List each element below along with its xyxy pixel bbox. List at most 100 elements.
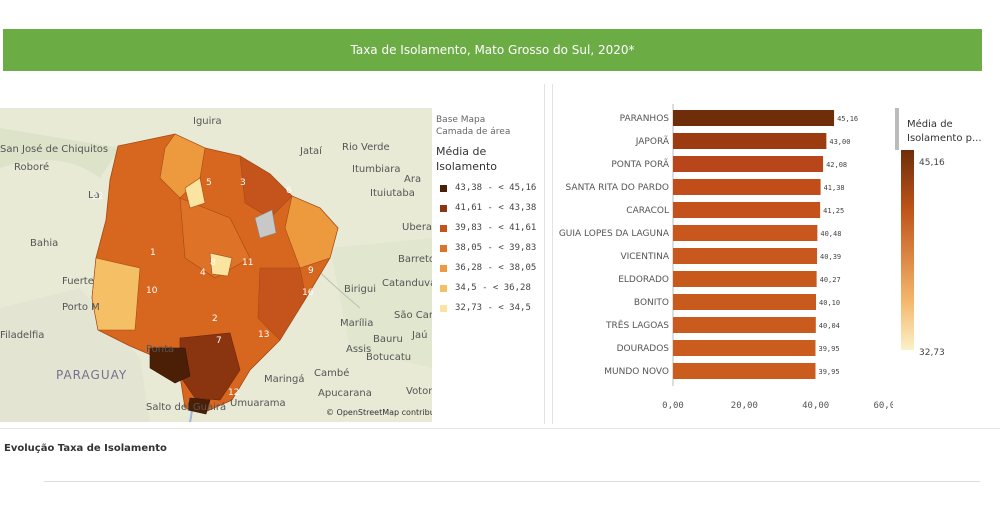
x-tick-label: 40,00 <box>802 401 829 411</box>
map-place-label: Ara <box>404 174 422 185</box>
bar[interactable] <box>673 294 817 310</box>
map-region-label: 9 <box>308 266 314 276</box>
map-place-label: São Carl <box>394 310 432 321</box>
category-label: PARANHOS <box>620 114 670 124</box>
map-place-label: Jaú <box>412 330 428 341</box>
map-place-label: Barretos <box>398 254 432 265</box>
map-place-label: Iguira <box>193 116 222 127</box>
map-place-label: Roboré <box>14 162 50 173</box>
legend-scrollbar[interactable] <box>895 108 899 150</box>
map-region-label: 10 <box>146 286 158 296</box>
region-northeast <box>239 155 293 219</box>
map-place-label: Porto M <box>62 302 100 313</box>
legend-swatch <box>440 264 447 272</box>
bar[interactable] <box>673 363 816 379</box>
category-label: VICENTINA <box>620 252 669 262</box>
legend-item-label: 43,38 - < 45,16 <box>455 183 537 193</box>
category-label: GUIA LOPES DA LAGUNA <box>559 229 670 239</box>
bar[interactable] <box>673 340 816 356</box>
legend-swatch <box>440 304 447 312</box>
bar-value-label: 39,95 <box>818 345 839 353</box>
bar-legend-title: Média de Isolamento p... <box>907 119 982 144</box>
bar-legend-gradient <box>901 150 914 350</box>
legend-item[interactable]: 39,83 - < 41,61 <box>436 218 544 238</box>
legend-item-label: 32,73 - < 34,5 <box>455 303 531 313</box>
map-region-label: 6 <box>286 186 292 196</box>
map-panel[interactable]: Iguira San José de Chiquitos Roboré Jataí Ri… <box>0 84 545 424</box>
map-place-label: San José de Chiquitos <box>0 144 109 155</box>
bar[interactable] <box>673 133 827 149</box>
legend-item[interactable]: 38,05 - < 39,83 <box>436 238 544 258</box>
map-place-label: La <box>88 190 100 201</box>
bar-chart-panel[interactable]: PARANHOS 45,16 JAPORÃ 43,00 PONTA PORÃ 42,08 S… <box>552 84 989 424</box>
dashboard-title: Taxa de Isolamento, Mato Grosso do Sul, … <box>350 43 635 57</box>
map-place-label: Catanduva <box>382 278 432 289</box>
map-place-label: Marília <box>340 318 374 329</box>
bar-legend-min: 32,73 <box>919 348 945 358</box>
bar[interactable] <box>673 271 817 287</box>
map-legend: Base Mapa Camada de área Média de Isolam… <box>436 114 544 318</box>
map-canvas[interactable]: Iguira San José de Chiquitos Roboré Jataí Ri… <box>0 108 432 422</box>
map-region-label: 3 <box>240 178 246 188</box>
legend-swatch <box>440 224 447 232</box>
bar[interactable] <box>673 179 821 195</box>
legend-item[interactable]: 32,73 - < 34,5 <box>436 298 544 318</box>
map-region-label: 13 <box>258 330 270 340</box>
legend-layer-label: Camada de área <box>436 127 511 137</box>
evolution-divider <box>44 481 980 482</box>
bar-value-label: 41,25 <box>823 207 844 215</box>
map-attribution[interactable]: © OpenStreetMap contributors <box>326 408 432 417</box>
category-label: MUNDO NOVO <box>604 367 669 377</box>
bar-value-label: 40,48 <box>820 230 841 238</box>
bar[interactable] <box>673 317 816 333</box>
category-label: SANTA RITA DO PARDO <box>566 183 669 193</box>
category-label: TRÊS LAGOAS <box>605 319 669 331</box>
map-place-label: Uberaba <box>402 222 432 233</box>
bar-legend-max: 45,16 <box>919 158 945 168</box>
x-tick-label: 20,00 <box>731 401 758 411</box>
bar[interactable] <box>673 225 818 241</box>
category-label: CARACOL <box>626 206 669 216</box>
map-region-label: 7 <box>216 336 222 346</box>
region-pale-1 <box>184 177 206 209</box>
map-place-label: PARAGUAY <box>56 368 128 382</box>
bar-chart[interactable]: PARANHOS 45,16 JAPORÃ 43,00 PONTA PORÃ 42,08 S… <box>553 84 893 424</box>
region-center <box>179 197 251 279</box>
map-place-label: Rio Verde <box>342 142 390 153</box>
map-place-label: Bauru <box>373 334 403 345</box>
region-southeast <box>257 267 307 341</box>
legend-item[interactable]: 43,38 - < 45,16 <box>436 178 544 198</box>
region-west <box>91 257 141 331</box>
bar[interactable] <box>673 248 818 264</box>
map-place-label: Assis <box>346 344 372 355</box>
bar-value-label: 45,16 <box>837 115 858 123</box>
region-far-south <box>187 397 211 415</box>
category-label: PONTA PORÃ <box>611 159 669 170</box>
map-region-label: 1 <box>150 248 156 258</box>
legend-item[interactable]: 41,61 - < 43,38 <box>436 198 544 218</box>
map-region-label: 22 <box>92 192 104 202</box>
map-place-label: Filadelfia <box>0 330 45 341</box>
region-southwest <box>149 347 191 384</box>
region-pale-2 <box>209 252 233 277</box>
evolution-panel: Evolução Taxa de Isolamento <box>0 428 1000 519</box>
map-place-label: Botucatu <box>366 352 412 363</box>
bar[interactable] <box>673 156 824 172</box>
map-place-label: Ponta <box>146 344 175 355</box>
bar-legend: Média de Isolamento p... 45,16 32,73 <box>895 108 987 358</box>
dashboard-title-banner: Taxa de Isolamento, Mato Grosso do Sul, … <box>3 29 982 71</box>
map-place-label: Votor <box>406 386 432 397</box>
bar-value-label: 42,08 <box>826 161 847 169</box>
bar-value-label: 39,95 <box>818 368 839 376</box>
legend-swatch <box>440 284 447 292</box>
evolution-title: Evolução Taxa de Isolamento <box>4 443 167 454</box>
map-place-label: Jataí <box>300 146 322 157</box>
legend-item[interactable]: 36,28 - < 38,05 <box>436 258 544 278</box>
bar[interactable] <box>673 110 835 126</box>
map-place-label: Apucarana <box>318 388 372 399</box>
map-region-label: 11 <box>242 258 254 268</box>
x-tick-label: 60,00 <box>873 401 893 411</box>
legend-item[interactable]: 34,5 - < 36,28 <box>436 278 544 298</box>
bar[interactable] <box>673 202 821 218</box>
region-east <box>284 195 339 269</box>
